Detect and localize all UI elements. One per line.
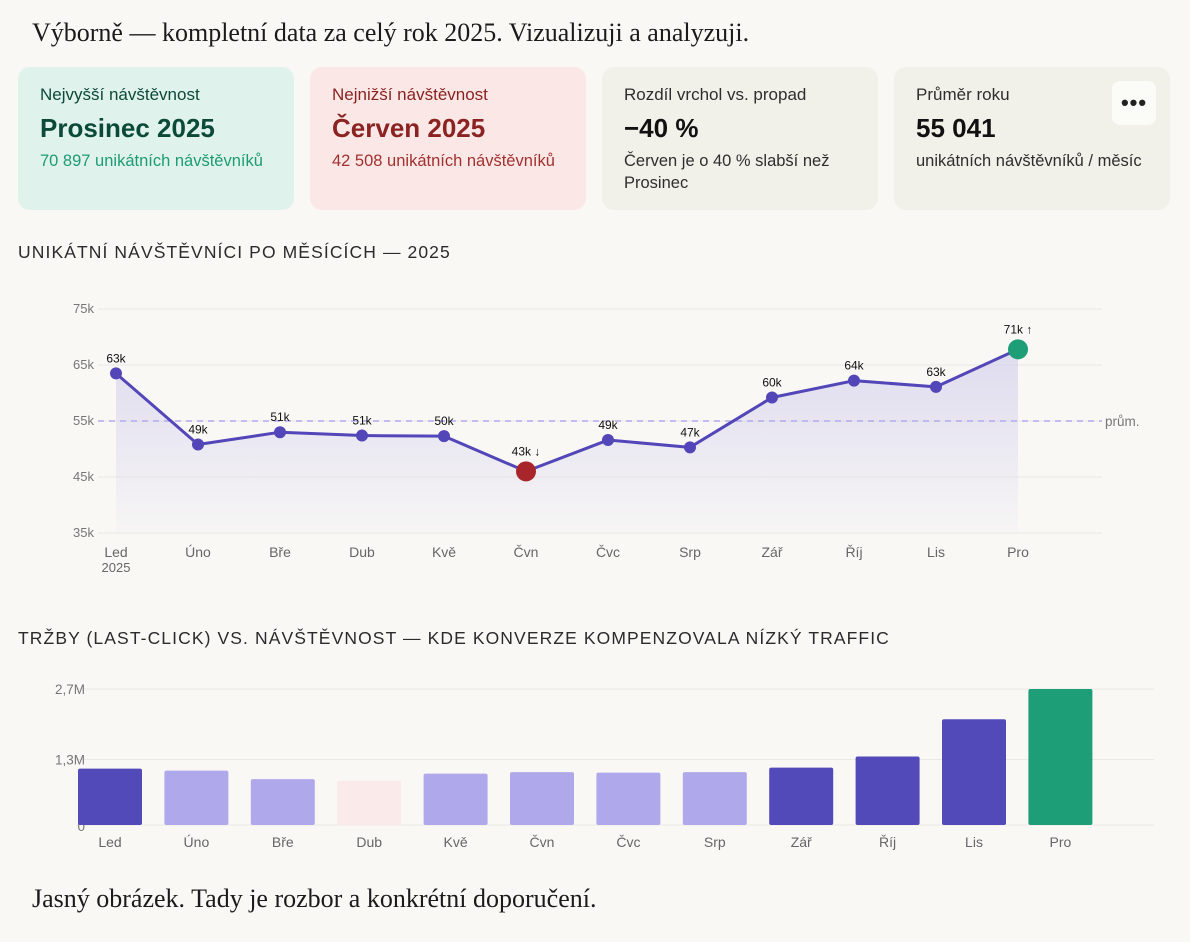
kpi-subtext: 42 508 unikátních návštěvníků [332, 152, 555, 170]
kpi-value: Prosinec 2025 [40, 113, 215, 143]
average-label: prům. [1105, 414, 1140, 429]
bar [596, 772, 661, 825]
x-tick-label: Čvn [530, 834, 555, 850]
x-tick-label: Bře [272, 834, 294, 850]
kpi-label: Rozdíl vrchol vs. propad [624, 85, 807, 104]
kpi-card-lowest: Nejnižší návštěvnost Červen 2025 42 508 … [310, 67, 586, 210]
x-tick-label: Kvě [444, 834, 468, 850]
data-label: 50k [434, 414, 454, 428]
x-tick-label: Pro [1050, 834, 1072, 850]
kpi-card-average: Průměr roku 55 041 unikátních návštěvník… [894, 67, 1170, 210]
bar [78, 768, 142, 825]
x-tick-label: Kvě [432, 544, 456, 560]
data-point [110, 367, 122, 380]
revenue-bar-chart: 0 1,3M 2,7M Led Úno Bře Dub Kvě Čvn Čvc Srp Zář Říj L… [55, 682, 1154, 850]
bar [682, 772, 747, 825]
kpi-subtext: 70 897 unikátních návštěvníků [40, 152, 263, 170]
data-label: 51k [352, 414, 372, 428]
bar [510, 772, 574, 825]
kpi-value: 55 041 [916, 113, 996, 143]
more-options-button[interactable]: ••• [1112, 81, 1156, 125]
x-tick-label: Úno [184, 834, 210, 850]
x-tick-label: Pro [1007, 544, 1029, 560]
kpi-value: Červen 2025 [332, 113, 486, 143]
bar [855, 756, 920, 825]
y-tick-label: 35k [73, 525, 94, 540]
y-tick-label: 65k [73, 357, 94, 372]
revenue-chart-title: TRŽBY (LAST-CLICK) VS. NÁVŠTĚVNOST — KDE… [18, 628, 890, 648]
y-tick-label: 0 [77, 819, 85, 834]
kpi-label: Nejnižší návštěvnost [332, 85, 488, 104]
x-tick-label: Lis [927, 544, 945, 560]
bar [164, 770, 229, 825]
data-point [356, 429, 368, 442]
bar [1028, 689, 1093, 825]
data-label: 49k [598, 418, 618, 432]
data-point-min [516, 461, 536, 482]
data-point [848, 374, 860, 387]
data-point [766, 391, 778, 404]
x-tick-label: Led [98, 834, 121, 850]
data-point [684, 441, 696, 454]
bar [769, 767, 834, 825]
bar [423, 773, 488, 825]
y-tick-label: 2,7M [55, 682, 85, 697]
x-tick-label: Bře [269, 544, 291, 560]
data-label: 71k ↑ [1004, 322, 1033, 336]
area-fill [116, 349, 1018, 533]
x-tick-label: Dub [349, 544, 375, 560]
x-tick-label: Srp [679, 544, 701, 560]
x-tick-label: Led [104, 544, 127, 560]
data-point [192, 438, 204, 451]
intro-text: Výborně — kompletní data za celý rok 202… [32, 18, 750, 47]
y-tick-label: 45k [73, 469, 94, 484]
kpi-subtext: unikátních návštěvníků / měsíc [916, 152, 1142, 170]
kpi-card-difference: Rozdíl vrchol vs. propad −40 % Červen je… [602, 67, 878, 210]
bar [337, 780, 402, 825]
data-point [930, 380, 942, 393]
x-tick-label: Lis [965, 834, 983, 850]
data-label: 47k [680, 425, 700, 439]
kpi-card-highest: Nejvyšší návštěvnost Prosinec 2025 70 89… [18, 67, 294, 210]
kpi-label: Průměr roku [916, 85, 1010, 104]
data-point [438, 430, 450, 443]
outro-text: Jasný obrázek. Tady je rozbor a konkrétn… [32, 884, 597, 913]
kpi-subtext: Červen je o 40 % slabší než Prosinec [624, 152, 830, 192]
data-label: 51k [270, 410, 290, 424]
x-tick-label: Čvc [616, 834, 640, 850]
kpi-label: Nejvyšší návštěvnost [40, 85, 200, 104]
y-tick-label: 1,3M [55, 753, 85, 768]
kpi-value: −40 % [624, 113, 699, 143]
data-label: 43k ↓ [512, 444, 541, 458]
x-tick-label: Čvn [514, 544, 539, 560]
bar [942, 719, 1006, 825]
y-tick-label: 75k [73, 301, 94, 316]
x-tick-label: Čvc [596, 544, 620, 560]
x-tick-label: Srp [704, 834, 726, 850]
visitors-line-chart: 35k 45k 55k 65k 75k prům. 63k Led 49k Úno 51k Bře 51… [73, 301, 1140, 575]
x-tick-label: Zář [762, 544, 783, 560]
data-label: 49k [188, 423, 208, 437]
series-line [115, 347, 1019, 473]
data-label: 63k [926, 365, 946, 379]
x-tick-label: Říj [879, 834, 896, 850]
y-tick-label: 55k [73, 413, 94, 428]
x-tick-label: Dub [356, 834, 382, 850]
data-point [602, 434, 614, 447]
x-tick-label: Úno [185, 544, 211, 560]
x-tick-label: Říj [845, 544, 862, 560]
data-label: 60k [762, 375, 782, 389]
data-label: 63k [106, 351, 126, 365]
visitors-chart-title: UNIKÁTNÍ NÁVŠTĚVNÍCI PO MĚSÍCÍCH — 2025 [18, 242, 451, 262]
x-tick-sublabel: 2025 [102, 560, 131, 575]
x-tick-label: Zář [791, 834, 812, 850]
data-point-max [1008, 339, 1028, 360]
data-point [274, 426, 286, 439]
data-label: 64k [844, 359, 864, 373]
bar [250, 779, 315, 825]
